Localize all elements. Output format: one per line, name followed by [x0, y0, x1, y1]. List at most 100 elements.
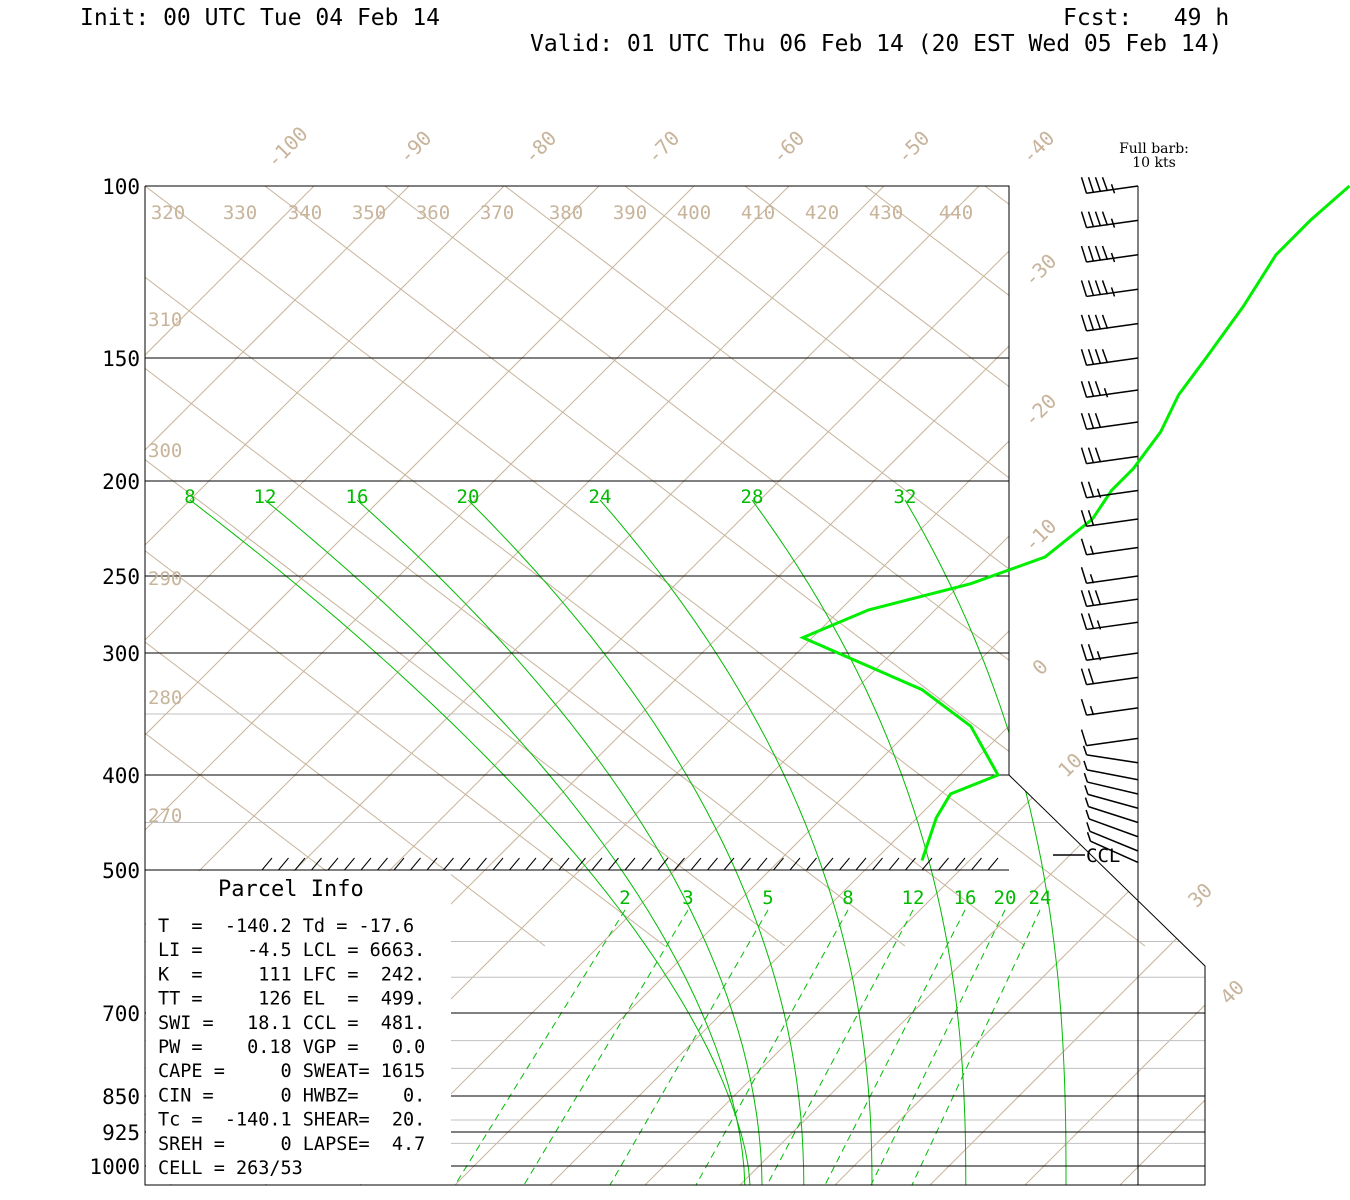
moist-adiabat-label: 12	[254, 486, 277, 508]
hatch-mark	[344, 857, 355, 871]
wind-barb-flag	[1087, 280, 1095, 296]
hatch-mark	[789, 857, 801, 871]
hatch-mark	[591, 857, 603, 871]
wind-barb-flag	[1096, 650, 1102, 661]
hatch-mark	[575, 857, 586, 871]
theta-label: 320	[151, 202, 185, 224]
wind-barb	[1086, 769, 1139, 781]
mixing-ratio-label: 12	[902, 887, 925, 909]
pressure-tick-label: 850	[102, 1085, 140, 1109]
hatch-mark	[311, 857, 322, 871]
temperature-profile	[799, 184, 1350, 861]
wind-barb-flag	[1089, 545, 1095, 555]
wind-barb	[1086, 357, 1139, 366]
moist-adiabat-line	[599, 499, 873, 1185]
wind-barb	[1087, 781, 1139, 795]
wind-barb-flag	[1087, 177, 1095, 193]
theta-label: 280	[148, 687, 182, 709]
wind-barb-flag	[1080, 567, 1088, 584]
wind-barb-flag	[1087, 380, 1095, 397]
hatch-mark	[938, 857, 949, 871]
wind-barb	[1086, 322, 1139, 332]
wind-barb-flag	[1087, 211, 1095, 228]
hatch-mark	[723, 857, 735, 871]
dry-adiabat-line	[384, 186, 1205, 947]
parcel-info-row: CIN = 0 HWBZ= 0.	[158, 1085, 425, 1106]
parcel-info-row: CELL = 263/53	[158, 1158, 303, 1179]
wind-barb-flag	[1110, 218, 1116, 228]
hatch-mark	[509, 857, 520, 871]
mixing-ratio-line	[609, 909, 769, 1185]
wind-barb-flag	[1094, 590, 1102, 606]
wind-barb	[1086, 621, 1139, 631]
wind-barb-flag	[1080, 412, 1088, 430]
theta-label: 340	[288, 202, 322, 224]
wind-barb-flag	[1101, 245, 1109, 261]
hatch-mark	[657, 857, 669, 871]
moist-adiabat-label: 20	[457, 486, 480, 508]
hatch-mark	[872, 857, 883, 871]
hatch-mark	[954, 857, 966, 871]
mixing-ratio-line	[870, 909, 1006, 1185]
wind-barb-flag	[1087, 510, 1095, 526]
chart-frame	[144, 185, 1206, 1186]
wind-barb	[1086, 389, 1139, 398]
moist-adiabat-label: 8	[184, 486, 195, 508]
parcel-info-row: LI = -4.5 LCL = 6663.	[158, 940, 425, 961]
parcel-info-row: SREH = 0 LAPSE= 4.7	[158, 1134, 425, 1155]
parcel-info-row: CAPE = 0 SWEAT= 1615	[158, 1061, 425, 1082]
pressure-tick-label: 200	[102, 470, 140, 494]
moist-adiabat-label: 32	[894, 486, 917, 508]
pressure-tick-label: 250	[102, 565, 140, 589]
wind-barb	[1087, 793, 1139, 809]
wind-barb	[1086, 254, 1139, 263]
isotherm-line	[145, 186, 885, 1185]
dry-adiabat-line	[1225, 186, 1350, 946]
moist-adiabat-line	[751, 499, 967, 1185]
wind-barb-flag	[1094, 380, 1102, 397]
isotherm-label: -60	[767, 126, 810, 169]
wind-barb-flag	[1110, 183, 1116, 194]
mixing-ratio-line	[523, 909, 689, 1185]
parcel-info-panel	[146, 871, 451, 1184]
mixing-ratio-label: 5	[762, 887, 773, 909]
wind-barb-flag	[1087, 481, 1095, 498]
theta-label: 400	[677, 202, 711, 224]
dry-adiabat-line	[864, 186, 1205, 947]
wind-barb-flag	[1094, 211, 1102, 227]
isotherm-label: -80	[519, 126, 562, 169]
wind-barb-flag	[1094, 245, 1102, 261]
hatch-mark	[360, 857, 372, 871]
hatch-mark	[558, 857, 570, 871]
mixing-ratio-label: 16	[954, 887, 977, 909]
wind-barb	[1086, 652, 1139, 661]
hatch-mark	[608, 857, 619, 871]
theta-label: 390	[613, 202, 647, 224]
wind-barb	[1086, 185, 1139, 194]
wind-barb	[1086, 219, 1139, 229]
wind-barb-flag	[1101, 176, 1109, 192]
pressure-tick-label: 925	[102, 1121, 140, 1145]
hatch-mark	[426, 857, 438, 871]
theta-label: 290	[148, 568, 182, 590]
wind-barb-flag	[1094, 412, 1102, 429]
wind-barb	[1086, 518, 1139, 527]
isotherm-label: 40	[1215, 975, 1249, 1009]
wind-barb-flag	[1080, 510, 1088, 527]
isotherm-line	[145, 186, 505, 1185]
init-time-label: Init: 00 UTC Tue 04 Feb 14	[80, 5, 441, 31]
theta-label: 330	[223, 202, 257, 224]
wind-barb	[1086, 575, 1139, 584]
parcel-info-row: PW = 0.18 VGP = 0.0	[158, 1037, 425, 1058]
parcel-info-row: Tc = -140.1 SHEAR= 20.	[158, 1110, 425, 1131]
hatch-mark	[806, 857, 817, 871]
wind-barb-flag	[1080, 698, 1088, 716]
wind-barb	[1086, 754, 1139, 764]
wind-barb-flag	[1080, 177, 1088, 194]
hatch-mark	[971, 857, 982, 871]
wind-barb-flag	[1087, 668, 1095, 685]
dry-adiabat-line	[145, 186, 906, 947]
hatch-mark	[377, 857, 388, 871]
hatch-mark	[674, 857, 685, 871]
isotherm-line	[145, 186, 790, 1185]
